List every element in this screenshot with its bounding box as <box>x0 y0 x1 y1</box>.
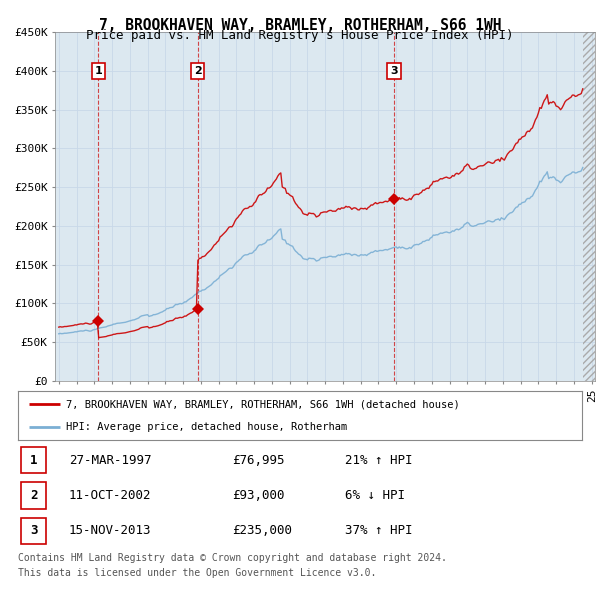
Text: 27-MAR-1997: 27-MAR-1997 <box>69 454 151 467</box>
Text: 7, BROOKHAVEN WAY, BRAMLEY, ROTHERHAM, S66 1WH: 7, BROOKHAVEN WAY, BRAMLEY, ROTHERHAM, S… <box>99 18 501 32</box>
FancyBboxPatch shape <box>21 447 46 473</box>
Text: Price paid vs. HM Land Registry's House Price Index (HPI): Price paid vs. HM Land Registry's House … <box>86 30 514 42</box>
Text: 11-OCT-2002: 11-OCT-2002 <box>69 489 151 502</box>
Text: £76,995: £76,995 <box>232 454 285 467</box>
FancyBboxPatch shape <box>21 483 46 509</box>
Text: 2: 2 <box>30 489 37 502</box>
Text: 37% ↑ HPI: 37% ↑ HPI <box>345 525 413 537</box>
Text: 2: 2 <box>194 66 202 76</box>
Text: 7, BROOKHAVEN WAY, BRAMLEY, ROTHERHAM, S66 1WH (detached house): 7, BROOKHAVEN WAY, BRAMLEY, ROTHERHAM, S… <box>66 399 460 409</box>
Text: 15-NOV-2013: 15-NOV-2013 <box>69 525 151 537</box>
Text: £93,000: £93,000 <box>232 489 285 502</box>
Text: Contains HM Land Registry data © Crown copyright and database right 2024.: Contains HM Land Registry data © Crown c… <box>18 553 447 563</box>
Text: 3: 3 <box>390 66 398 76</box>
Text: 3: 3 <box>30 525 37 537</box>
Text: 1: 1 <box>94 66 102 76</box>
FancyBboxPatch shape <box>21 518 46 544</box>
Text: 6% ↓ HPI: 6% ↓ HPI <box>345 489 405 502</box>
Text: £235,000: £235,000 <box>232 525 292 537</box>
Text: This data is licensed under the Open Government Licence v3.0.: This data is licensed under the Open Gov… <box>18 568 376 578</box>
Text: 21% ↑ HPI: 21% ↑ HPI <box>345 454 413 467</box>
Text: 1: 1 <box>30 454 37 467</box>
Text: HPI: Average price, detached house, Rotherham: HPI: Average price, detached house, Roth… <box>66 422 347 432</box>
